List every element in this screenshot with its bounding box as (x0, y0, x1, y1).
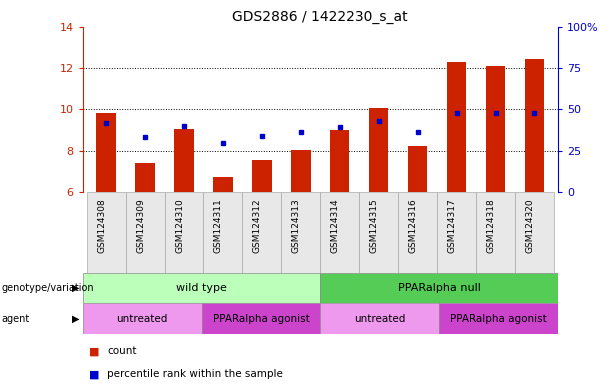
Text: PPARalpha null: PPARalpha null (398, 283, 481, 293)
Text: untreated: untreated (116, 314, 168, 324)
Bar (164, 192, 204, 273)
Bar (321, 273, 558, 303)
Bar (96, 113, 116, 192)
Text: GSM124313: GSM124313 (292, 199, 301, 253)
Bar (515, 192, 554, 273)
Bar (242, 192, 281, 273)
Text: agent: agent (1, 314, 29, 324)
Text: GSM124315: GSM124315 (370, 199, 379, 253)
Text: GSM124312: GSM124312 (253, 199, 262, 253)
Text: PPARalpha agonist: PPARalpha agonist (450, 314, 547, 324)
Bar (330, 130, 349, 192)
Text: count: count (107, 346, 137, 356)
Bar (447, 62, 466, 192)
Text: GSM124311: GSM124311 (214, 199, 223, 253)
Text: ■: ■ (89, 346, 99, 356)
Text: wild type: wild type (176, 283, 227, 293)
Text: GSM124318: GSM124318 (487, 199, 495, 253)
Bar (202, 303, 321, 334)
Text: PPARalpha agonist: PPARalpha agonist (213, 314, 310, 324)
Text: ■: ■ (89, 369, 99, 379)
Text: ▶: ▶ (72, 283, 79, 293)
Bar (86, 192, 126, 273)
Bar (359, 192, 398, 273)
Text: GSM124310: GSM124310 (175, 199, 184, 253)
Bar (174, 129, 194, 192)
Bar (321, 303, 439, 334)
Text: genotype/variation: genotype/variation (1, 283, 94, 293)
Text: ▶: ▶ (72, 314, 79, 324)
Bar (439, 303, 558, 334)
Text: GSM124308: GSM124308 (97, 199, 106, 253)
Text: GSM124317: GSM124317 (447, 199, 457, 253)
Bar (126, 192, 164, 273)
Bar (369, 108, 389, 192)
Bar (408, 146, 427, 192)
Title: GDS2886 / 1422230_s_at: GDS2886 / 1422230_s_at (232, 10, 408, 25)
Text: percentile rank within the sample: percentile rank within the sample (107, 369, 283, 379)
Bar (135, 163, 155, 192)
Bar (291, 150, 311, 192)
Bar (281, 192, 321, 273)
Text: GSM124309: GSM124309 (136, 199, 145, 253)
Bar (83, 273, 321, 303)
Bar (398, 192, 437, 273)
Bar (204, 192, 242, 273)
Bar (321, 192, 359, 273)
Text: GSM124320: GSM124320 (525, 199, 535, 253)
Text: untreated: untreated (354, 314, 405, 324)
Bar (476, 192, 515, 273)
Bar (83, 303, 202, 334)
Text: GSM124316: GSM124316 (409, 199, 417, 253)
Bar (213, 177, 233, 192)
Bar (485, 66, 505, 192)
Bar (437, 192, 476, 273)
Bar (525, 59, 544, 192)
Text: GSM124314: GSM124314 (331, 199, 340, 253)
Bar (252, 160, 272, 192)
